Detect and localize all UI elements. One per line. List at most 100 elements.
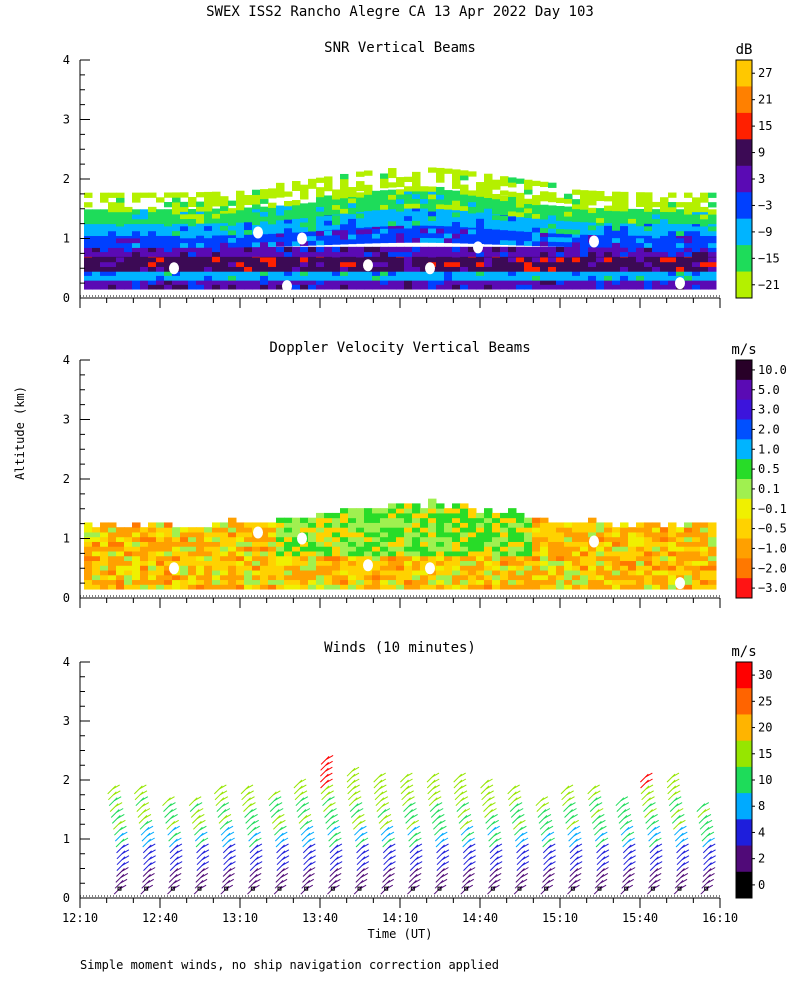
velocity-cell (252, 536, 261, 542)
velocity-cell (508, 512, 517, 519)
y-tick-label: 2 (63, 773, 70, 787)
snr-cell (476, 202, 485, 208)
snr-cell (388, 203, 397, 210)
wind-barb (323, 803, 332, 812)
snr-cell (436, 167, 445, 174)
snr-cell (204, 230, 213, 236)
snr-cell (660, 256, 669, 263)
velocity-cell (692, 584, 701, 590)
wind-barb-flag (601, 843, 609, 849)
velocity-cell (524, 570, 533, 576)
wind-barb (116, 844, 125, 854)
snr-cell (180, 246, 189, 253)
snr-cell (588, 224, 597, 231)
snr-cell (612, 270, 621, 276)
snr-cell (452, 266, 461, 272)
snr-cell (420, 279, 429, 285)
velocity-cell (268, 531, 277, 538)
snr-cell (140, 242, 149, 248)
wind-barb-flag (463, 813, 472, 819)
snr-cell (84, 266, 93, 272)
wind-barb (698, 815, 708, 824)
wind-barb-flag (620, 796, 629, 802)
velocity-cell (364, 512, 373, 519)
snr-cell (476, 197, 485, 204)
wind-profile (213, 784, 236, 895)
velocity-cell (620, 565, 629, 571)
wind-barb-flag (405, 778, 413, 784)
wind-barb (568, 874, 578, 883)
velocity-cell (212, 550, 221, 557)
wind-barb-flag (194, 802, 203, 808)
wind-barb-flag (647, 796, 655, 802)
velocity-cell (132, 527, 141, 533)
colorbar-swatch (736, 245, 752, 273)
velocity-cell (420, 531, 429, 538)
snr-cell (700, 266, 709, 272)
snr-cell (564, 216, 573, 222)
snr-cell (260, 189, 269, 195)
snr-cell (484, 178, 493, 184)
colorbar-tick-label: 25 (758, 694, 772, 708)
snr-cell (108, 284, 117, 290)
snr-cell (396, 194, 405, 200)
wind-barb (162, 797, 171, 807)
snr-cell (108, 279, 117, 285)
velocity-cell (220, 570, 229, 576)
snr-cell (628, 266, 637, 272)
velocity-cell (556, 579, 565, 585)
velocity-cell (300, 579, 309, 585)
velocity-cell (372, 522, 381, 528)
snr-cell (324, 266, 333, 272)
snr-cell (220, 275, 229, 281)
colorbar-tick-label: 15 (758, 119, 772, 133)
wind-barb (249, 844, 259, 854)
velocity-cell (652, 546, 661, 552)
snr-cell (252, 207, 261, 213)
snr-cell (532, 199, 541, 206)
snr-cell (380, 204, 389, 210)
snr-cell (620, 242, 629, 248)
velocity-cell (604, 550, 613, 557)
snr-cell (364, 201, 373, 207)
snr-cell (540, 231, 549, 237)
velocity-cell (324, 531, 333, 538)
velocity-cell (684, 536, 693, 542)
snr-cell (236, 212, 245, 218)
velocity-cell (124, 527, 133, 533)
wind-barb (139, 820, 149, 830)
snr-cell (492, 234, 501, 240)
snr-cell (268, 232, 277, 238)
wind-barb (267, 791, 277, 801)
snr-cell (588, 261, 597, 267)
snr-cell (628, 261, 637, 267)
snr-cell (524, 226, 533, 232)
wind-barb-flag (704, 819, 713, 825)
velocity-cell (212, 570, 221, 576)
wind-barb-flag (625, 825, 634, 831)
snr-cell (284, 218, 293, 224)
snr-cell (548, 214, 557, 221)
snr-cell (548, 270, 557, 276)
wind-barb-flag (253, 831, 261, 837)
velocity-cell (172, 536, 181, 542)
snr-cell (548, 231, 557, 238)
velocity-cell (412, 508, 421, 514)
snr-cell (636, 192, 645, 198)
wind-barb (595, 874, 605, 883)
wind-profile (535, 796, 556, 895)
snr-cell (548, 228, 557, 234)
snr-cell (364, 228, 373, 235)
velocity-cell (468, 570, 477, 576)
velocity-cell (444, 546, 453, 552)
velocity-cell (100, 536, 109, 542)
snr-cell (84, 237, 93, 244)
snr-cell (148, 225, 157, 232)
snr-cell (516, 221, 525, 227)
velocity-cell (172, 584, 181, 590)
velocity-cell (444, 536, 453, 542)
snr-cell (636, 275, 645, 281)
snr-cell (420, 198, 429, 204)
velocity-cell (92, 570, 101, 576)
